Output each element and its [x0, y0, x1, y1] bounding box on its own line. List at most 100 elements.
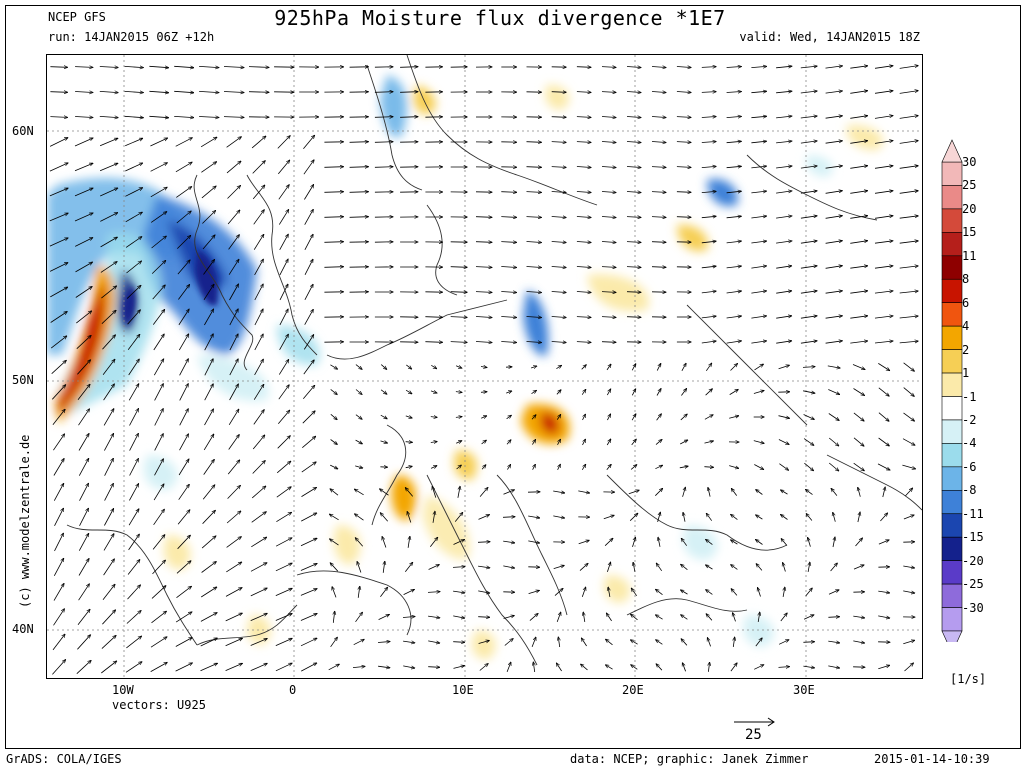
wind-vector	[878, 591, 889, 593]
wind-vector	[776, 141, 792, 143]
wind-vector	[253, 384, 264, 400]
wind-vector	[874, 116, 893, 119]
wind-vector	[250, 613, 268, 621]
wind-vector	[874, 66, 893, 69]
wind-vector	[127, 310, 141, 325]
wind-vector	[54, 508, 64, 526]
wind-vector	[899, 116, 919, 119]
wind-vector	[705, 389, 713, 396]
wind-vector	[254, 359, 264, 376]
wind-vector	[880, 513, 887, 522]
colorbar-bin	[941, 513, 963, 538]
wind-vector	[501, 342, 516, 343]
wind-vector	[152, 285, 166, 300]
wind-vector	[556, 663, 562, 672]
wind-vector	[227, 186, 241, 199]
wind-vector	[229, 384, 239, 401]
wind-vector	[776, 266, 792, 269]
wind-vector	[553, 565, 565, 569]
wind-vector	[78, 559, 89, 576]
wind-vector	[827, 365, 840, 368]
wind-vector	[551, 317, 567, 318]
wind-vector	[850, 66, 867, 69]
wind-vector	[530, 366, 537, 368]
wind-vector	[874, 191, 893, 194]
wind-vector	[783, 563, 786, 572]
wind-vector	[278, 209, 288, 225]
wind-vector	[825, 291, 843, 294]
wind-vector	[708, 487, 710, 497]
wind-vector	[77, 635, 90, 650]
wind-vector	[450, 267, 468, 268]
wind-vector	[707, 638, 711, 647]
wind-vector	[776, 166, 792, 169]
wind-vector	[776, 316, 792, 319]
colorbar-tick-label: 30	[962, 155, 977, 169]
wind-vector	[526, 142, 542, 143]
wind-vector	[831, 488, 838, 496]
wind-vector	[253, 210, 265, 225]
map-canvas	[47, 55, 922, 678]
wind-vector	[681, 538, 688, 546]
wind-vector	[75, 262, 93, 273]
wind-vector	[631, 588, 638, 597]
footer-software: GrADS: COLA/IGES	[6, 752, 122, 766]
wind-vector	[800, 66, 817, 68]
wind-vector	[776, 116, 792, 118]
map-panel	[46, 54, 923, 679]
wind-vector	[176, 211, 191, 224]
wind-vector	[124, 116, 144, 117]
wind-vector	[800, 141, 817, 144]
wind-vector	[558, 464, 561, 470]
wind-vectors	[49, 66, 919, 675]
wind-vector	[176, 561, 191, 574]
wind-vector	[226, 137, 242, 148]
wind-vector	[601, 267, 616, 268]
wind-vector	[304, 259, 313, 275]
wind-vector	[726, 92, 742, 93]
reference-vector-arrow	[734, 717, 775, 727]
wind-vector	[551, 342, 567, 343]
wind-vector	[853, 565, 864, 570]
wind-vector	[751, 191, 766, 193]
wind-vector	[200, 587, 217, 598]
wind-vector	[751, 141, 766, 143]
figure-frame	[5, 5, 1021, 749]
wind-vector	[227, 210, 240, 225]
wind-vector	[576, 342, 591, 343]
wind-vector	[630, 465, 637, 470]
wind-vector	[531, 415, 536, 420]
wind-vector	[528, 540, 539, 543]
wind-vector	[275, 588, 292, 596]
wind-vector	[302, 385, 314, 399]
wind-vector	[576, 192, 591, 193]
wind-vector	[125, 138, 143, 147]
wind-vector	[576, 292, 591, 293]
wind-vector	[903, 362, 915, 371]
wind-vector	[129, 409, 139, 426]
wind-vector	[324, 167, 343, 168]
wind-vector	[704, 467, 713, 468]
wind-vector	[252, 461, 266, 474]
wind-vector	[582, 439, 586, 446]
colorbar-tick-label: -4	[962, 436, 977, 451]
wind-vector	[226, 511, 241, 524]
wind-vector	[706, 590, 713, 595]
wind-vector	[706, 513, 713, 521]
wind-vector	[53, 609, 65, 626]
wind-vector	[400, 67, 418, 68]
wind-vector	[726, 291, 742, 294]
wind-vector	[428, 640, 440, 643]
wind-vector	[374, 167, 393, 168]
wind-vector	[479, 664, 488, 671]
wind-vector	[202, 235, 215, 250]
wind-vector	[279, 334, 289, 350]
wind-vector	[828, 389, 839, 395]
wind-vector	[481, 416, 487, 418]
wind-vector	[676, 192, 691, 193]
wind-vector	[631, 439, 637, 446]
wind-vector	[853, 388, 865, 396]
wind-vector	[100, 262, 117, 273]
wind-vector	[656, 664, 663, 671]
wind-vector	[800, 241, 817, 244]
